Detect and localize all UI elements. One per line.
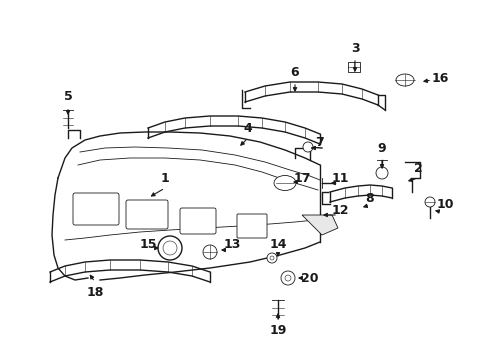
Text: 2: 2: [413, 162, 422, 175]
Text: 4: 4: [243, 122, 252, 135]
Text: 15: 15: [139, 238, 157, 252]
Text: 18: 18: [86, 285, 103, 298]
FancyBboxPatch shape: [347, 62, 359, 72]
Circle shape: [203, 245, 217, 259]
Ellipse shape: [273, 175, 295, 190]
FancyBboxPatch shape: [73, 193, 119, 225]
Circle shape: [281, 271, 294, 285]
Circle shape: [424, 197, 434, 207]
Text: 7: 7: [315, 135, 324, 148]
Circle shape: [285, 275, 290, 281]
Text: 11: 11: [330, 171, 348, 184]
FancyBboxPatch shape: [126, 200, 168, 229]
Text: 5: 5: [63, 90, 72, 104]
FancyBboxPatch shape: [237, 214, 266, 238]
Circle shape: [269, 256, 273, 260]
Text: 17: 17: [293, 171, 310, 184]
Text: 12: 12: [330, 203, 348, 216]
Text: 19: 19: [269, 324, 286, 337]
Text: 6: 6: [290, 66, 299, 78]
Text: 1: 1: [160, 171, 169, 184]
Text: 9: 9: [377, 141, 386, 154]
Text: 10: 10: [435, 198, 453, 211]
Ellipse shape: [395, 74, 413, 86]
FancyBboxPatch shape: [180, 208, 216, 234]
Text: 14: 14: [269, 238, 286, 252]
Text: 8: 8: [365, 192, 373, 204]
Circle shape: [163, 241, 177, 255]
Text: 13: 13: [223, 238, 240, 252]
Text: 20: 20: [301, 271, 318, 284]
Circle shape: [303, 142, 312, 152]
Circle shape: [266, 253, 276, 263]
Text: 3: 3: [350, 41, 359, 54]
Text: 16: 16: [430, 72, 448, 85]
Circle shape: [158, 236, 182, 260]
Circle shape: [375, 167, 387, 179]
Polygon shape: [302, 215, 337, 235]
